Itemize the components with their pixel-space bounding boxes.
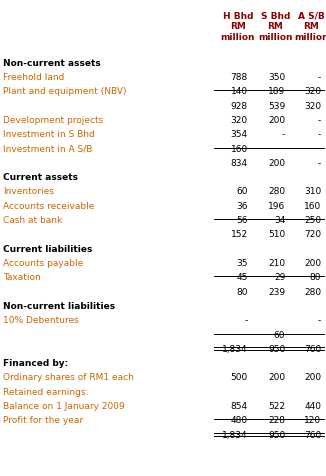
Text: 29: 29 [274, 273, 285, 282]
Text: Investment in S Bhd: Investment in S Bhd [3, 130, 95, 139]
Text: Accounts receivable: Accounts receivable [3, 201, 95, 210]
Text: S Bhd
RM
million: S Bhd RM million [258, 12, 293, 41]
Text: 834: 834 [230, 159, 248, 168]
Text: 60: 60 [274, 330, 285, 339]
Text: 1,834: 1,834 [222, 430, 248, 439]
Text: Accounts payable: Accounts payable [3, 258, 83, 268]
Text: 152: 152 [230, 230, 248, 239]
Text: Balance on 1 January 2009: Balance on 1 January 2009 [3, 401, 125, 410]
Text: Taxation: Taxation [3, 273, 41, 282]
Text: 60: 60 [236, 187, 248, 196]
Text: 34: 34 [274, 216, 285, 225]
Text: 35: 35 [236, 258, 248, 268]
Text: 310: 310 [304, 187, 321, 196]
Text: -: - [318, 144, 321, 153]
Text: 80: 80 [236, 287, 248, 296]
Text: 36: 36 [236, 201, 248, 210]
Text: 539: 539 [268, 101, 285, 110]
Text: Current liabilities: Current liabilities [3, 244, 93, 253]
Text: -: - [282, 130, 285, 139]
Text: 440: 440 [304, 401, 321, 410]
Text: 80: 80 [310, 273, 321, 282]
Text: Cash at bank: Cash at bank [3, 216, 63, 225]
Text: -: - [318, 130, 321, 139]
Text: 320: 320 [230, 116, 248, 125]
Text: 522: 522 [268, 401, 285, 410]
Text: 320: 320 [304, 101, 321, 110]
Text: Development projects: Development projects [3, 116, 104, 125]
Text: 200: 200 [304, 373, 321, 382]
Text: 760: 760 [304, 344, 321, 353]
Text: 200: 200 [268, 116, 285, 125]
Text: 480: 480 [230, 416, 248, 425]
Text: 720: 720 [304, 230, 321, 239]
Text: 280: 280 [304, 287, 321, 296]
Text: 350: 350 [268, 73, 285, 82]
Text: Investment in A S/B: Investment in A S/B [3, 144, 93, 153]
Text: 354: 354 [230, 130, 248, 139]
Text: 200: 200 [304, 258, 321, 268]
Text: Current assets: Current assets [3, 173, 78, 182]
Text: 320: 320 [304, 87, 321, 96]
Text: 510: 510 [268, 230, 285, 239]
Text: Inventories: Inventories [3, 187, 54, 196]
Text: 854: 854 [230, 401, 248, 410]
Text: Financed by:: Financed by: [3, 358, 68, 367]
Text: 210: 210 [268, 258, 285, 268]
Text: 189: 189 [268, 87, 285, 96]
Text: 950: 950 [268, 430, 285, 439]
Text: Plant and equipment (NBV): Plant and equipment (NBV) [3, 87, 127, 96]
Text: 160: 160 [230, 144, 248, 153]
Text: 950: 950 [268, 344, 285, 353]
Text: 56: 56 [236, 216, 248, 225]
Text: Non-current assets: Non-current assets [3, 59, 101, 68]
Text: 500: 500 [230, 373, 248, 382]
Text: 160: 160 [304, 201, 321, 210]
Text: 45: 45 [236, 273, 248, 282]
Text: 1,834: 1,834 [222, 344, 248, 353]
Text: -: - [318, 73, 321, 82]
Text: 200: 200 [268, 159, 285, 168]
Text: 120: 120 [304, 416, 321, 425]
Text: -: - [318, 316, 321, 325]
Text: 928: 928 [230, 101, 248, 110]
Text: Freehold land: Freehold land [3, 73, 65, 82]
Text: Profit for the year: Profit for the year [3, 416, 83, 425]
Text: 250: 250 [304, 216, 321, 225]
Text: 760: 760 [304, 430, 321, 439]
Text: 788: 788 [230, 73, 248, 82]
Text: Non-current liabilities: Non-current liabilities [3, 301, 115, 310]
Text: Retained earnings:: Retained earnings: [3, 387, 89, 396]
Text: -: - [318, 116, 321, 125]
Text: Ordinary shares of RM1 each: Ordinary shares of RM1 each [3, 373, 134, 382]
Text: 239: 239 [268, 287, 285, 296]
Text: -: - [282, 144, 285, 153]
Text: H Bhd
RM
million: H Bhd RM million [221, 12, 255, 41]
Text: -: - [244, 316, 248, 325]
Text: 228: 228 [268, 416, 285, 425]
Text: 140: 140 [230, 87, 248, 96]
Text: A S/B
RM
million: A S/B RM million [294, 12, 326, 41]
Text: -: - [318, 159, 321, 168]
Text: 196: 196 [268, 201, 285, 210]
Text: 280: 280 [268, 187, 285, 196]
Text: 200: 200 [268, 373, 285, 382]
Text: 10% Debentures: 10% Debentures [3, 316, 79, 325]
